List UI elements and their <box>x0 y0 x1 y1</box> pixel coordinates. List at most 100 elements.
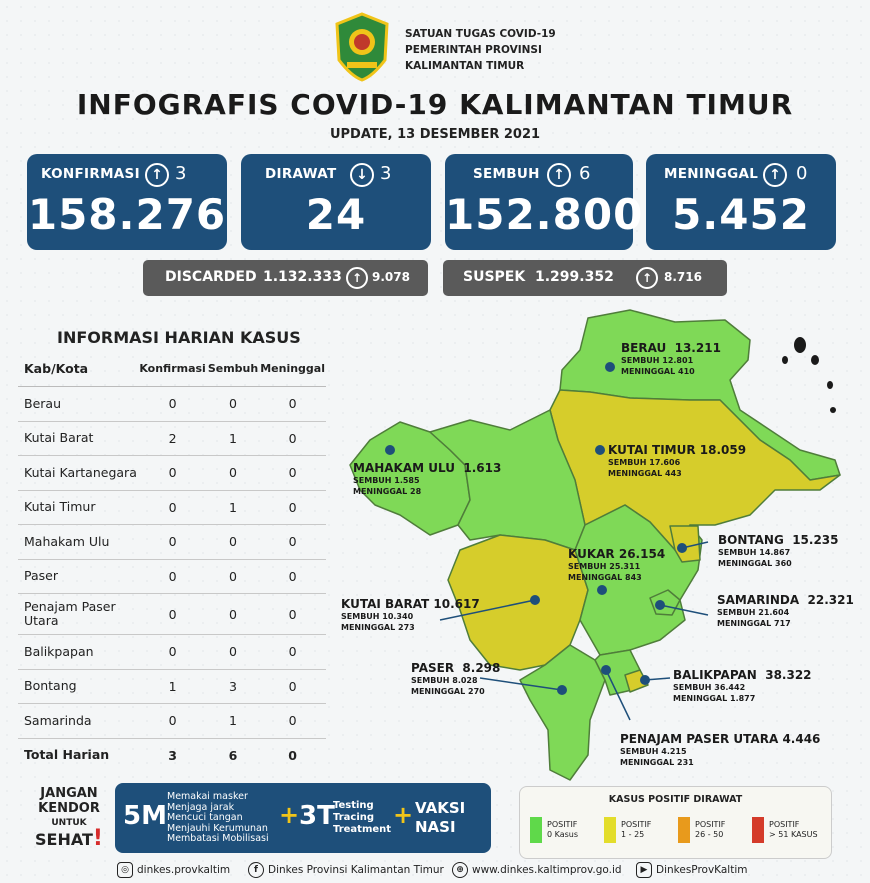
cell-meninggal: 0 <box>259 490 326 525</box>
label-paser: PASER 8.298 SEMBUH 8.028 MENINGGAL 270 <box>411 661 500 697</box>
region-name: PENAJAM PASER UTARA <box>620 732 779 746</box>
region-total: 22.321 <box>807 593 854 607</box>
suspek-bar: SUSPEK 1.299.352 ↑ 8.716 <box>443 260 727 296</box>
arrow-up-icon: ↑ <box>346 267 368 289</box>
stat-change: 3 <box>175 163 187 184</box>
three-t-item: Treatment <box>333 824 392 835</box>
table-row: Bontang 1 3 0 <box>18 669 326 704</box>
table-row: Paser 0 0 0 <box>18 559 326 594</box>
cell-sembuh: 0 <box>206 634 260 670</box>
cell-sembuh: 1 <box>206 490 260 525</box>
legend-item: POSITIF > 51 KASUS <box>769 820 818 840</box>
region-total: 15.235 <box>792 533 839 547</box>
region-name: BONTANG <box>718 533 784 547</box>
exclamation-icon: ! <box>92 826 103 851</box>
table-row: Kutai Timur 0 1 0 <box>18 490 326 525</box>
stat-change: 6 <box>579 163 591 184</box>
table-row: Penajam Paser Utara 0 0 0 <box>18 593 326 635</box>
cell-name: Kutai Kartanegara <box>18 455 139 491</box>
organization-name: SATUAN TUGAS COVID-19 PEMERINTAH PROVINS… <box>405 26 556 74</box>
cell-meninggal: 0 <box>259 669 326 704</box>
legend-label: 0 Kasus <box>547 830 579 839</box>
marker-mahakam-ulu <box>385 445 395 455</box>
cell-meninggal: 0 <box>259 386 326 422</box>
label-kukar: KUKAR 26.154 SEMBUH 25.311 MENINGGAL 843 <box>568 547 665 583</box>
region-meninggal: MENINGGAL 843 <box>568 573 642 582</box>
instagram-link[interactable]: ◎ dinkes.provkaltim <box>117 862 230 878</box>
globe-icon: ⊕ <box>452 862 468 878</box>
cell-name: Bontang <box>18 669 139 704</box>
instagram-handle: dinkes.provkaltim <box>137 864 231 876</box>
stat-sembuh: SEMBUH ↑ 6 152.800 <box>445 154 642 250</box>
region-sembuh: SEMBUH 25.311 <box>568 562 641 571</box>
label-mahakam-ulu: MAHAKAM ULU 1.613 SEMBUH 1.585 MENINGGAL… <box>353 461 501 497</box>
legend-item: POSITIF 26 - 50 <box>695 820 725 840</box>
cell-meninggal: 0 <box>259 455 326 491</box>
region-name: PASER <box>411 661 455 675</box>
cell-sembuh: 0 <box>206 386 260 422</box>
cell-konfirmasi: 1 <box>138 669 207 704</box>
region-sembuh: SEMBUH 36.442 <box>673 683 746 692</box>
youtube-icon: ▶ <box>636 862 652 878</box>
label-balikpapan: BALIKPAPAN 38.322 SEMBUH 36.442 MENINGGA… <box>673 668 812 704</box>
arrow-up-icon: ↑ <box>636 267 658 289</box>
discarded-change: 9.078 <box>372 270 410 284</box>
region-meninggal: MENINGGAL 231 <box>620 758 694 767</box>
marker-berau <box>605 362 615 372</box>
vaksinasi-label: VAKSI NASI <box>415 799 465 837</box>
cell-meninggal: 0 <box>259 524 326 560</box>
cell-name: Samarinda <box>18 703 139 739</box>
website-link[interactable]: ⊕ www.dinkes.kaltimprov.go.id <box>452 862 622 878</box>
cell-name: Kutai Timur <box>18 490 139 525</box>
discarded-value: 1.132.333 <box>263 269 342 285</box>
org-line: PEMERINTAH PROVINSI <box>405 44 542 56</box>
region-name: BALIKPAPAN <box>673 668 757 682</box>
region-total: 8.298 <box>462 661 501 675</box>
cell-konfirmasi: 0 <box>138 455 207 491</box>
region-sembuh: SEMBUH 1.585 <box>353 476 420 485</box>
region-sembuh: SEMBUH 17.606 <box>608 458 681 467</box>
five-m-item: Membatasi Mobilisasi <box>167 833 269 844</box>
cell-sembuh: 0 <box>206 455 260 491</box>
stat-label: MENINGGAL <box>664 166 759 182</box>
cell-sembuh: 1 <box>206 703 260 739</box>
discarded-label: DISCARDED <box>165 269 257 285</box>
three-t-item: Testing <box>333 800 374 811</box>
table-total-row: Total Harian 3 6 0 <box>18 738 326 772</box>
map-legend: KASUS POSITIF DIRAWAT POSITIF 0 Kasus POS… <box>519 786 832 859</box>
three-t-item: Tracing <box>333 812 375 823</box>
stat-label: SEMBUH <box>473 166 540 182</box>
table-row: Mahakam Ulu 0 0 0 <box>18 524 326 560</box>
region-name: BERAU <box>621 341 667 355</box>
region-meninggal: MENINGGAL 443 <box>608 469 682 478</box>
region-sembuh: SEMBUH 12.801 <box>621 356 694 365</box>
stat-change: 0 <box>796 163 808 184</box>
region-meninggal: MENINGGAL 28 <box>353 487 422 496</box>
cell-konfirmasi: 0 <box>138 703 207 739</box>
daily-cases-table: Kab/Kota Konfirmasi Sembuh Meninggal Ber… <box>18 350 326 772</box>
region-name: KUKAR <box>568 547 615 561</box>
region-sembuh: SEMBUH 8.028 <box>411 676 478 685</box>
region-sembuh: SEMBUH 21.604 <box>717 608 790 617</box>
region-sembuh: SEMBUH 14.867 <box>718 548 791 557</box>
legend-label: 26 - 50 <box>695 830 724 839</box>
three-t-list: Testing Tracing Treatment <box>333 800 391 836</box>
cell-sembuh: 1 <box>206 421 260 456</box>
youtube-link[interactable]: ▶ DinkesProvKaltim <box>636 862 747 878</box>
stat-label: DIRAWAT <box>265 166 337 182</box>
islands <box>782 337 836 413</box>
facebook-link[interactable]: f Dinkes Provinsi Kalimantan Timur <box>248 862 444 878</box>
cell-meninggal: 0 <box>259 703 326 739</box>
suspek-change: 8.716 <box>664 270 702 284</box>
cell-konfirmasi: 0 <box>138 559 207 594</box>
region-kukar <box>574 504 703 656</box>
cell-konfirmasi: 0 <box>138 593 207 635</box>
cell-meninggal: 0 <box>259 593 326 635</box>
arrow-up-icon: ↑ <box>547 163 571 187</box>
region-balikpapan <box>624 669 649 693</box>
region-meninggal: MENINGGAL 270 <box>411 687 485 696</box>
facebook-icon: f <box>248 862 264 878</box>
table-row: Kutai Kartanegara 0 0 0 <box>18 455 326 491</box>
cell-sembuh: 0 <box>206 559 260 594</box>
cell-konfirmasi: 0 <box>138 634 207 670</box>
